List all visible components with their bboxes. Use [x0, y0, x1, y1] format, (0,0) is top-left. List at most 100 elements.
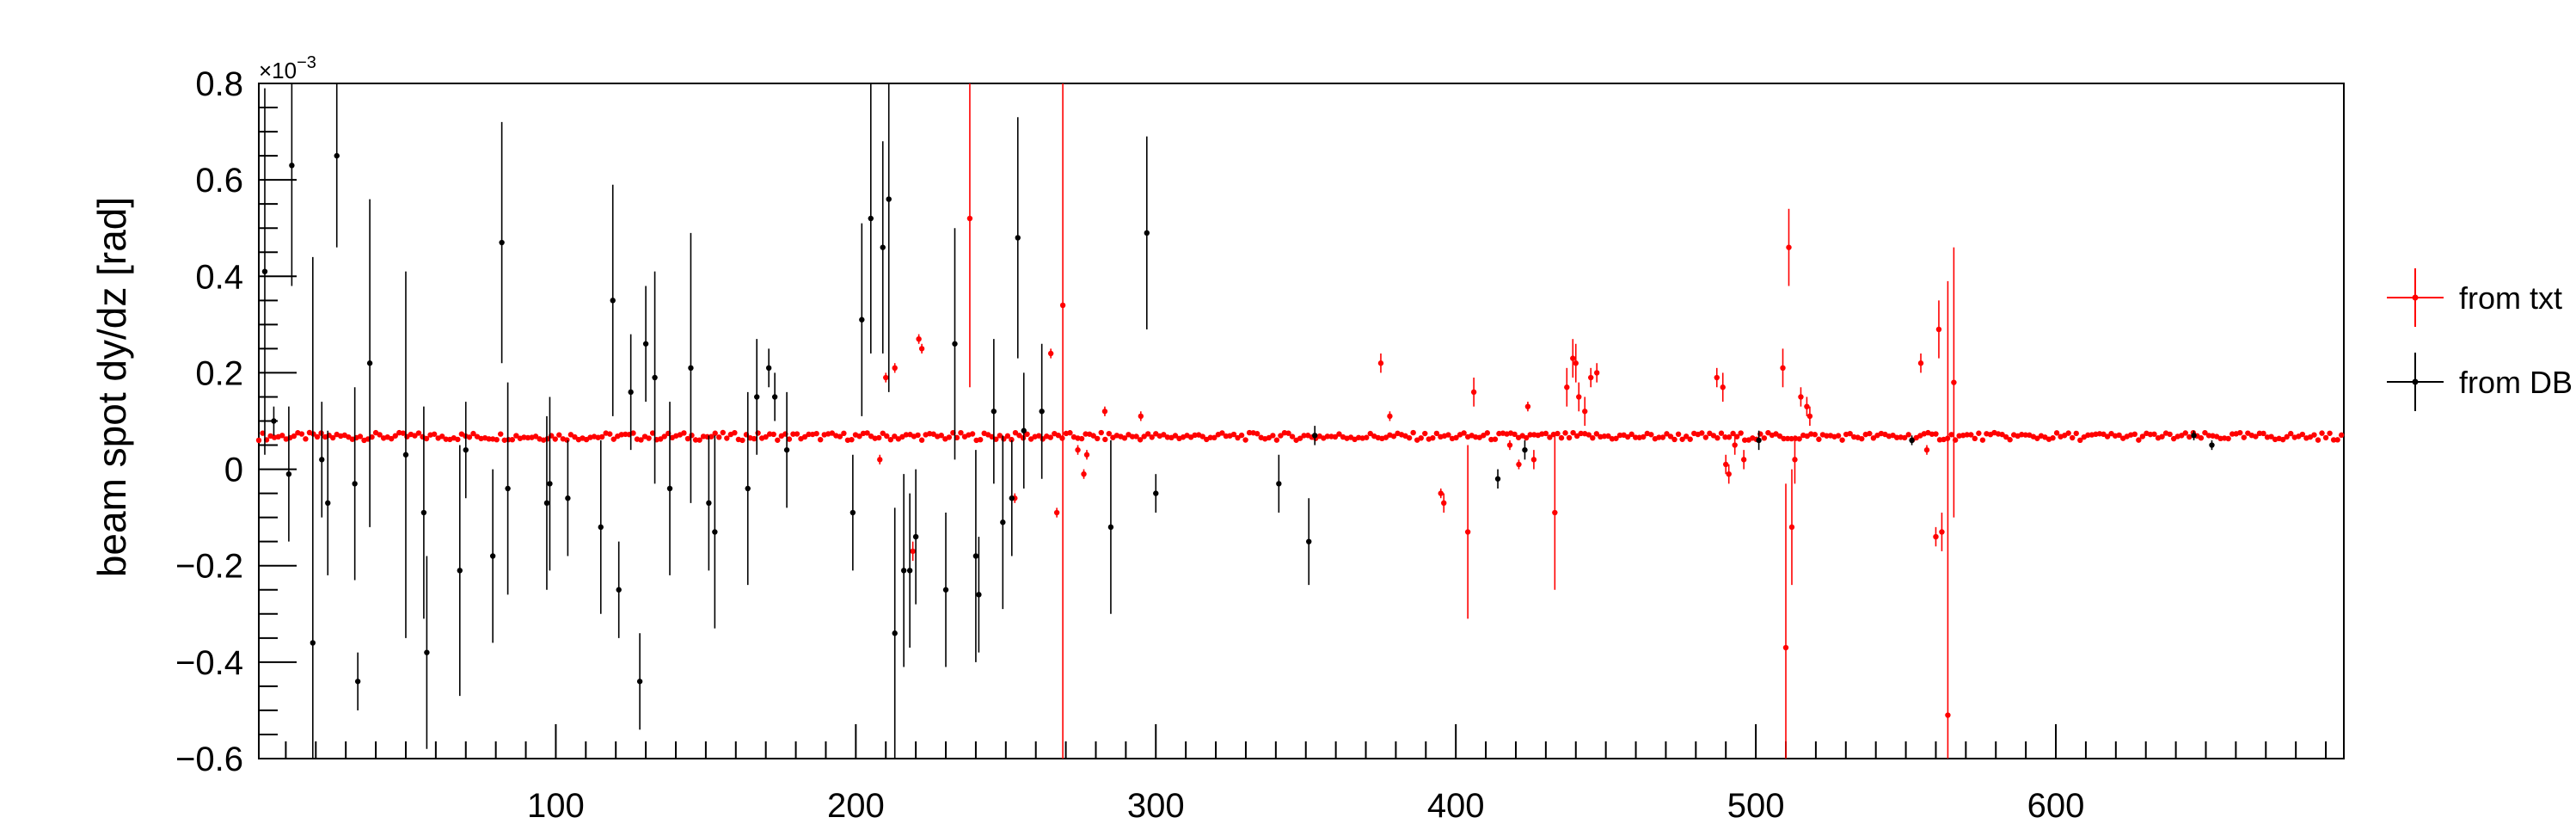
data-point: [2237, 429, 2243, 436]
data-point: [329, 434, 336, 441]
data-point: [2339, 432, 2345, 439]
data-point: [942, 587, 949, 593]
data-point: [1601, 433, 1608, 440]
data-point: [1547, 434, 1553, 440]
data-point: [1675, 431, 1682, 438]
data-point: [1552, 509, 1558, 516]
data-point: [790, 431, 796, 437]
data-point: [1410, 429, 1416, 436]
data-point: [289, 163, 295, 169]
data-point: [2167, 431, 2173, 438]
data-point: [652, 374, 658, 381]
data-point: [1527, 432, 1533, 438]
data-point: [2225, 435, 2231, 442]
data-point: [1418, 435, 1424, 441]
data-point: [708, 433, 715, 440]
data-point: [1935, 326, 1942, 333]
data-point: [1867, 430, 1873, 437]
data-point: [1562, 430, 1568, 436]
data-point: [1624, 433, 1631, 440]
data-point: [623, 431, 629, 438]
data-point: [1075, 446, 1081, 453]
data-point: [813, 430, 819, 437]
data-point: [1095, 435, 1101, 442]
data-point: [389, 435, 395, 442]
data-point: [1530, 457, 1537, 463]
data-point: [489, 553, 496, 559]
data-point: [692, 437, 699, 443]
data-point: [1564, 384, 1570, 390]
data-point: [2034, 435, 2040, 441]
data-point: [1133, 433, 1139, 440]
data-point: [1009, 436, 1015, 443]
data-point: [513, 433, 519, 439]
data-point: [1438, 490, 1444, 496]
data-point: [829, 430, 835, 436]
data-point: [849, 509, 856, 516]
data-point: [2260, 430, 2266, 437]
data-point: [706, 500, 712, 507]
y-multiplier: ×10−3: [259, 53, 316, 83]
data-point: [2311, 432, 2317, 438]
data-point: [1738, 430, 1744, 436]
data-point: [1273, 437, 1280, 443]
data-point: [298, 431, 305, 437]
data-point: [261, 268, 268, 274]
data-point: [739, 437, 745, 444]
data-point: [2191, 433, 2197, 439]
data-point: [1972, 435, 1978, 442]
legend-label-from-txt: from txt: [2459, 280, 2562, 316]
data-point: [976, 592, 982, 598]
data-point: [2022, 432, 2028, 438]
data-point: [2279, 436, 2286, 443]
data-point: [801, 433, 808, 440]
data-point: [310, 640, 316, 646]
data-point: [366, 360, 373, 366]
data-point: [1230, 431, 1237, 438]
data-point: [1756, 437, 1762, 444]
data-point: [1740, 457, 1747, 463]
data-point: [1573, 360, 1579, 366]
y-tick-label: −0.2: [175, 548, 243, 586]
data-point: [646, 435, 652, 441]
data-point: [1235, 434, 1241, 441]
data-point: [1566, 434, 1573, 441]
data-point: [910, 548, 916, 555]
y-tick-label: 0.8: [195, 65, 243, 103]
data-point: [2209, 442, 2215, 448]
data-point: [2085, 432, 2091, 439]
data-point: [1172, 433, 1179, 439]
data-point: [547, 481, 553, 487]
data-point: [2139, 433, 2146, 440]
data-point: [2065, 430, 2071, 436]
y-tick-label: 0.2: [195, 354, 243, 392]
data-point: [1593, 431, 1600, 437]
data-point: [1933, 431, 1939, 437]
legend-entry-from-db: from DB: [2387, 353, 2573, 411]
y-tick-label: −0.4: [175, 644, 243, 682]
data-point: [884, 433, 890, 440]
data-point: [1979, 437, 1986, 443]
data-point: [1780, 365, 1786, 372]
plot-area: [258, 83, 2345, 759]
data-point: [616, 587, 622, 593]
data-point: [783, 446, 790, 453]
data-point: [2104, 433, 2111, 440]
data-point: [1083, 431, 1089, 437]
data-point: [1276, 481, 1282, 487]
data-point: [883, 374, 889, 381]
data-point: [1102, 436, 1108, 443]
data-point: [607, 431, 613, 437]
data-point: [1067, 430, 1073, 436]
data-point: [424, 649, 430, 655]
data-point: [1742, 437, 1748, 443]
data-point: [1278, 433, 1284, 439]
data-point: [915, 432, 921, 439]
data-point: [991, 409, 997, 415]
data-point: [2327, 430, 2333, 436]
data-point: [1021, 427, 1027, 433]
data-point: [498, 431, 504, 437]
data-point: [1929, 431, 1935, 437]
data-point: [509, 437, 516, 443]
data-point: [1723, 461, 1729, 468]
